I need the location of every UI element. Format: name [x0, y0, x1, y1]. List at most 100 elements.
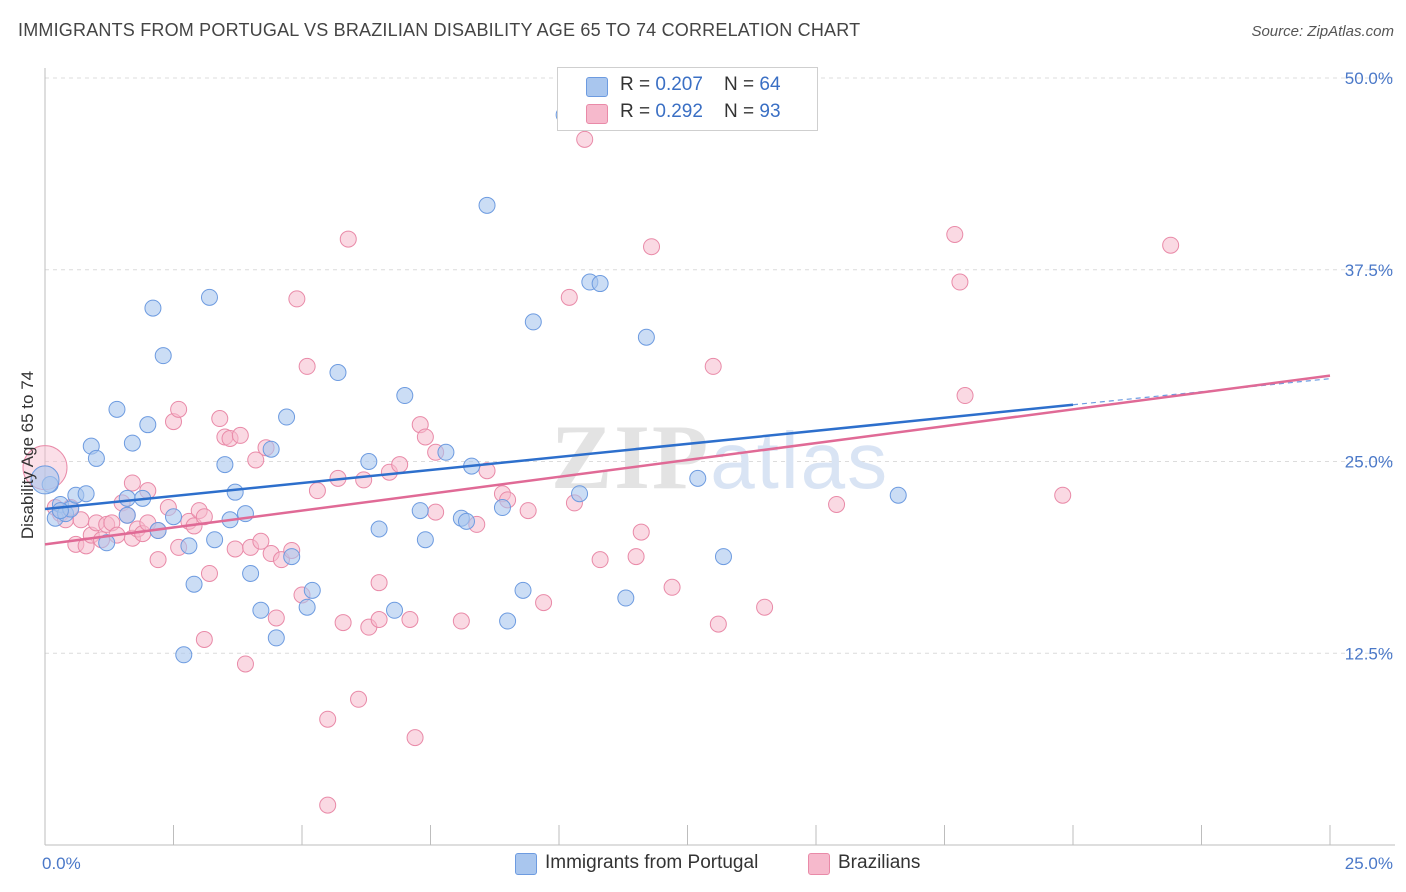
legend-swatch-pink — [586, 104, 608, 124]
portugal-point — [185, 575, 203, 593]
brazilians-point — [370, 574, 388, 592]
brazilians-point — [200, 564, 218, 582]
bottom-legend-label: Brazilians — [838, 852, 921, 873]
portugal-point — [437, 443, 455, 461]
portugal-point — [298, 598, 316, 616]
portugal-point — [571, 485, 589, 503]
brazilians-point — [247, 451, 265, 469]
portugal-point — [478, 196, 496, 214]
brazilians-point — [416, 428, 434, 446]
brazilians-point — [406, 729, 424, 747]
brazilians-point — [946, 225, 964, 243]
portugal-point — [278, 408, 296, 426]
brazilians-point — [401, 611, 419, 629]
bottom-legend-label: Immigrants from Portugal — [545, 852, 759, 873]
portugal-point — [637, 328, 655, 346]
brazilians-point — [355, 471, 373, 489]
brazilians-point — [231, 426, 249, 444]
y-tick-label: 50.0% — [1345, 69, 1393, 88]
portugal-point — [524, 313, 542, 331]
brazilians-trend-line — [44, 374, 1331, 546]
portugal-point — [493, 499, 511, 517]
portugal-point — [175, 646, 193, 664]
brazilians-point — [756, 598, 774, 616]
portugal-point — [889, 486, 907, 504]
brazilians-point — [391, 456, 409, 474]
portugal-point — [144, 299, 162, 317]
portugal-point — [200, 288, 218, 306]
chart-title: IMMIGRANTS FROM PORTUGAL VS BRAZILIAN DI… — [18, 20, 861, 40]
portugal-point — [242, 564, 260, 582]
x-tick-label: 25.0% — [1345, 854, 1393, 873]
portugal-point — [139, 416, 157, 434]
brazilians-point — [195, 508, 213, 526]
brazilians-point — [334, 614, 352, 632]
portugal-point — [514, 581, 532, 599]
portugal-point — [329, 364, 347, 382]
bottom-legend-swatch-pink — [808, 853, 830, 875]
brazilians-point — [956, 387, 974, 405]
y-axis-label: Disability Age 65 to 74 — [18, 371, 37, 539]
brazilians-point — [319, 796, 337, 814]
portugal-points — [30, 106, 907, 664]
portugal-point — [154, 347, 172, 365]
legend-r-value: 0.292 — [655, 101, 703, 122]
portugal-point — [77, 485, 95, 503]
brazilians-point — [319, 710, 337, 728]
portugal-point — [108, 400, 126, 418]
portugal-point — [87, 449, 105, 467]
legend-r-value: 0.207 — [655, 74, 703, 95]
correlation-legend: R = 0.207 N = 64 R = 0.292 N = 93 — [557, 67, 818, 131]
portugal-point — [51, 502, 69, 520]
y-tick-label: 12.5% — [1345, 644, 1393, 663]
portugal-point — [283, 548, 301, 566]
brazilians-point — [267, 609, 285, 627]
portugal-point — [118, 506, 136, 524]
watermark-atlas: atlas — [710, 416, 889, 505]
portugal-point — [360, 453, 378, 470]
legend-r-label: R = — [620, 101, 656, 122]
portugal-point — [370, 520, 388, 538]
portugal-point — [386, 601, 404, 619]
brazilians-point — [643, 238, 661, 256]
legend-swatch-blue — [586, 77, 608, 97]
brazilians-point — [704, 357, 722, 375]
brazilians-point — [170, 400, 188, 418]
portugal-point — [30, 465, 60, 495]
y-tick-label: 25.0% — [1345, 453, 1393, 472]
brazilians-point — [632, 523, 650, 541]
bottom-legend-swatch-blue — [515, 853, 537, 875]
brazilians-point — [452, 612, 470, 630]
portugal-point — [396, 387, 414, 405]
brazilians-point — [951, 273, 969, 291]
brazilians-point — [308, 482, 326, 500]
brazilians-point — [149, 551, 167, 569]
tick-labels: 12.5% 25.0% 37.5% 50.0% 0.0% 25.0% — [42, 69, 1393, 873]
portugal-point — [118, 489, 136, 507]
portugal-point — [180, 537, 198, 555]
portugal-trend-line — [44, 403, 1074, 511]
axes-layer — [44, 68, 1395, 846]
portugal-point — [267, 629, 285, 647]
legend-n-label: N = — [724, 74, 760, 95]
brazilians-point — [427, 503, 445, 521]
portugal-point — [252, 601, 270, 619]
portugal-point — [226, 483, 244, 501]
brazilians-point — [535, 594, 553, 612]
portugal-point — [123, 434, 141, 452]
brazilians-point — [211, 410, 229, 428]
legend-n-label: N = — [724, 101, 760, 122]
brazilians-point — [560, 288, 578, 306]
portugal-point — [98, 534, 116, 552]
brazilians-point — [663, 578, 681, 596]
portugal-point — [411, 502, 429, 520]
brazilians-point — [123, 474, 141, 492]
x-tick-label: 0.0% — [42, 854, 81, 873]
portugal-point — [457, 512, 475, 530]
brazilians-point — [298, 357, 316, 375]
watermark: ZIPatlas — [551, 406, 889, 508]
portugal-point — [262, 440, 280, 458]
brazilians-point — [1162, 236, 1180, 254]
portugal-point — [216, 456, 234, 474]
